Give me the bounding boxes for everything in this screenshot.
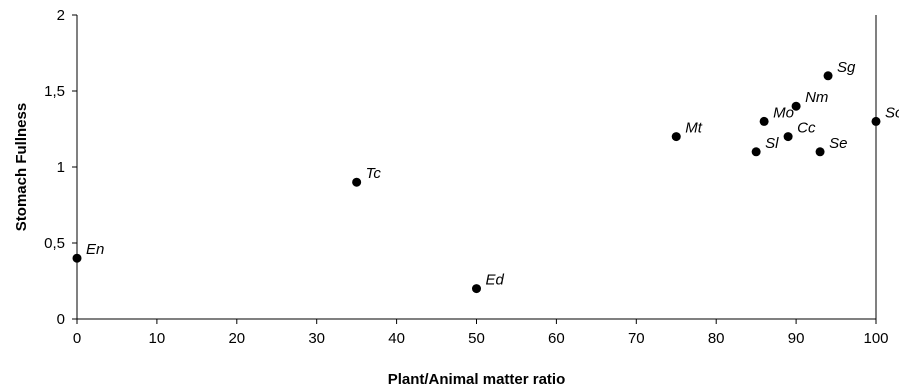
point-label: Nm	[805, 89, 828, 106]
point-label: Mt	[685, 120, 702, 137]
y-tick-label: 1	[57, 159, 65, 176]
point-label: Sl	[765, 135, 779, 152]
x-tick-label: 80	[708, 330, 725, 347]
point-label: Cc	[797, 120, 816, 137]
x-tick-label: 60	[548, 330, 565, 347]
axes	[76, 15, 877, 320]
y-tick-label: 0,5	[44, 235, 65, 252]
ticks: 0 10 20 30 40 50 60 70 80 90 100 0 0,5 1 1,5 2	[44, 7, 888, 347]
data-point	[791, 101, 801, 111]
x-tick-label: 100	[863, 330, 888, 347]
x-tick-label: 10	[149, 330, 166, 347]
y-tick-label: 2	[57, 7, 65, 24]
data-point	[751, 147, 761, 157]
data-point	[472, 284, 481, 294]
data-point	[759, 116, 769, 126]
data-point	[783, 132, 793, 142]
x-tick-label: 90	[788, 330, 805, 347]
x-tick-label: 20	[228, 330, 245, 347]
y-axis-title: Stomach Fullness	[13, 103, 30, 231]
point-label: En	[86, 241, 104, 258]
x-tick-label: 40	[388, 330, 405, 347]
data-point	[352, 177, 362, 187]
x-tick-label: 50	[468, 330, 485, 347]
x-tick-label: 70	[628, 330, 645, 347]
point-label: Tc	[366, 165, 382, 182]
x-axis-title: Plant/Animal matter ratio	[388, 371, 566, 388]
point-label: Se	[829, 135, 847, 152]
data-point	[815, 147, 825, 157]
point-label: So	[885, 104, 899, 121]
point-label: Ed	[486, 272, 505, 289]
x-tick-label: 0	[73, 330, 81, 347]
data-point	[871, 116, 881, 126]
data-point	[823, 71, 833, 81]
point-label: Sg	[837, 59, 856, 76]
data-point	[671, 132, 681, 142]
y-tick-label: 1,5	[44, 83, 65, 100]
data-point	[72, 253, 82, 263]
x-tick-label: 30	[308, 330, 325, 347]
point-label: Mo	[773, 104, 794, 121]
y-tick-label: 0	[57, 311, 65, 328]
